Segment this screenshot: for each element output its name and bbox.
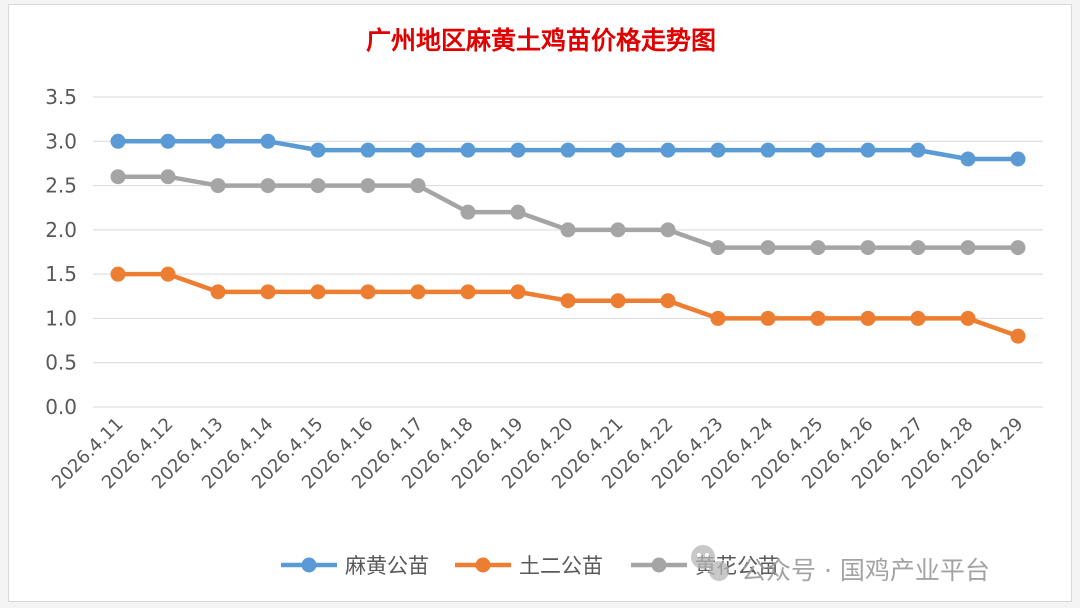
watermark-text: 公众号 · 国鸡产业平台	[741, 556, 990, 585]
data-point	[360, 178, 376, 194]
data-point	[360, 284, 376, 300]
series-2	[110, 169, 1026, 256]
series-0	[110, 133, 1026, 167]
data-point	[410, 142, 426, 158]
data-point	[1010, 328, 1026, 344]
legend-marker	[301, 557, 317, 573]
data-point	[560, 142, 576, 158]
legend-marker	[475, 557, 491, 573]
y-tick-label: 0.0	[45, 395, 77, 419]
data-point	[1010, 240, 1026, 256]
data-point	[860, 142, 876, 158]
data-point	[760, 240, 776, 256]
data-point	[610, 293, 626, 309]
y-tick-label: 0.5	[45, 351, 77, 375]
data-point	[310, 142, 326, 158]
data-point	[410, 178, 426, 194]
data-point	[960, 240, 976, 256]
y-tick-label: 3.0	[45, 129, 77, 153]
data-point	[710, 310, 726, 326]
data-point	[660, 142, 676, 158]
data-point	[160, 266, 176, 282]
y-tick-label: 1.0	[45, 306, 77, 330]
data-point	[560, 222, 576, 238]
data-point	[310, 284, 326, 300]
y-axis: 0.0 0.5 1.0 1.5 2.0 2.5 3.0 3.5	[45, 85, 77, 419]
data-point	[510, 284, 526, 300]
data-point	[610, 222, 626, 238]
data-point	[810, 310, 826, 326]
data-point	[760, 142, 776, 158]
data-point	[710, 240, 726, 256]
data-point	[860, 310, 876, 326]
data-point	[910, 310, 926, 326]
data-point	[710, 142, 726, 158]
data-point	[310, 178, 326, 194]
data-point	[660, 293, 676, 309]
data-point	[510, 204, 526, 220]
series-lines	[110, 133, 1026, 344]
y-tick-label: 1.5	[45, 262, 77, 286]
data-point	[110, 133, 126, 149]
data-point	[160, 169, 176, 185]
legend-label: 土二公苗	[519, 554, 603, 578]
data-point	[360, 142, 376, 158]
data-point	[810, 142, 826, 158]
data-point	[410, 284, 426, 300]
data-point	[560, 293, 576, 309]
data-point	[110, 169, 126, 185]
data-point	[110, 266, 126, 282]
data-point	[810, 240, 826, 256]
data-point	[260, 284, 276, 300]
data-point	[210, 178, 226, 194]
data-point	[460, 204, 476, 220]
y-tick-label: 2.5	[45, 174, 77, 198]
y-tick-label: 2.0	[45, 218, 77, 242]
x-axis: 2026.4.112026.4.122026.4.132026.4.142026…	[48, 414, 1028, 494]
data-point	[960, 310, 976, 326]
data-point	[460, 142, 476, 158]
data-point	[660, 222, 676, 238]
data-point	[860, 240, 876, 256]
legend: 麻黄公苗 土二公苗 黄花公苗	[281, 554, 779, 578]
data-point	[260, 178, 276, 194]
legend-label: 麻黄公苗	[345, 554, 429, 578]
price-trend-chart: 广州地区麻黄土鸡苗价格走势图 0.00.51.01.52.02.53.03.5 …	[45, 26, 1043, 585]
legend-item: 土二公苗	[455, 554, 603, 578]
data-point	[610, 142, 626, 158]
data-point	[460, 284, 476, 300]
data-point	[510, 142, 526, 158]
data-point	[260, 133, 276, 149]
data-point	[960, 151, 976, 167]
data-point	[210, 284, 226, 300]
data-point	[910, 240, 926, 256]
y-tick-label: 3.5	[45, 85, 77, 109]
data-point	[160, 133, 176, 149]
legend-item: 麻黄公苗	[281, 554, 429, 578]
chart-title: 广州地区麻黄土鸡苗价格走势图	[366, 26, 716, 55]
data-point	[210, 133, 226, 149]
data-point	[910, 142, 926, 158]
data-point	[1010, 151, 1026, 167]
wechat-icon	[691, 545, 729, 581]
chart-frame: 广州地区麻黄土鸡苗价格走势图 0.0 0.5 1.0 1.5 2.0 2.5 3.0 3.5 …	[8, 4, 1072, 602]
series-1	[110, 266, 1026, 344]
data-point	[760, 310, 776, 326]
watermark: 公众号 · 国鸡产业平台	[691, 545, 990, 585]
legend-marker	[651, 557, 667, 573]
